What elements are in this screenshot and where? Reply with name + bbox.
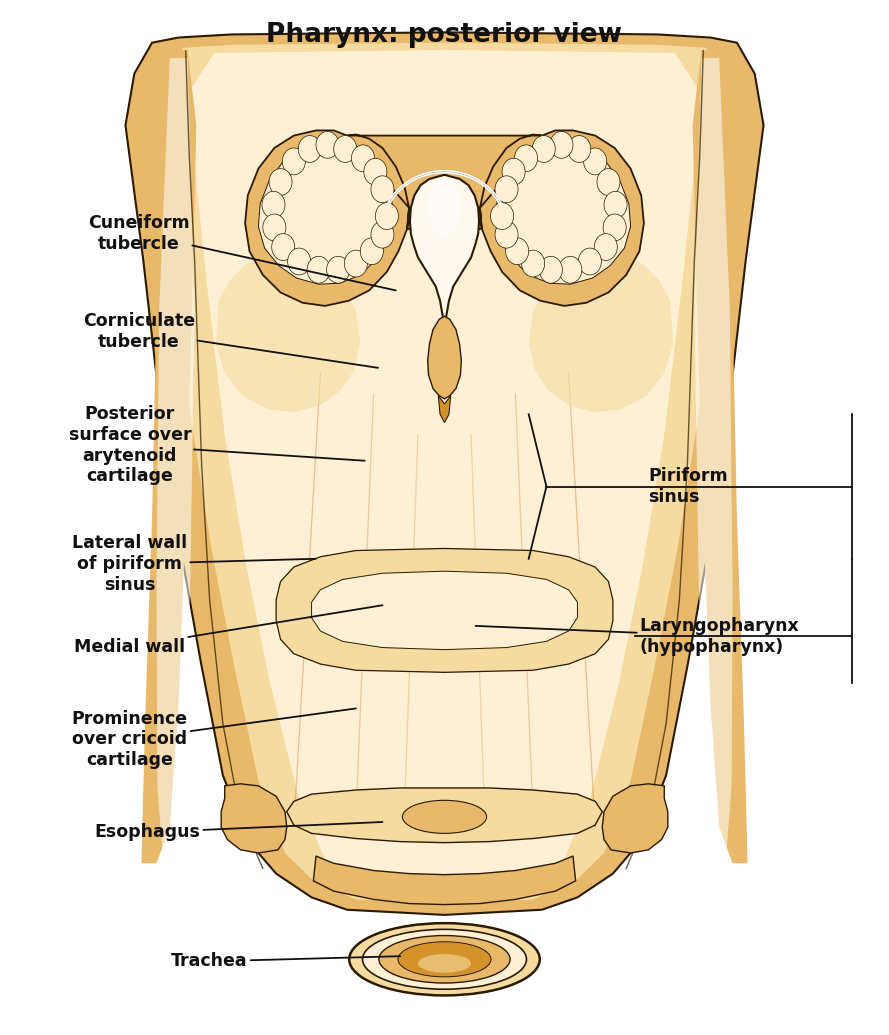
Ellipse shape <box>418 954 471 973</box>
Text: Trachea: Trachea <box>172 952 400 971</box>
Circle shape <box>491 203 514 230</box>
Circle shape <box>360 238 383 265</box>
Polygon shape <box>428 317 461 398</box>
Polygon shape <box>259 141 394 285</box>
Ellipse shape <box>379 936 510 983</box>
Text: Pharynx: posterior view: Pharynx: posterior view <box>267 22 622 48</box>
Polygon shape <box>313 856 576 905</box>
Circle shape <box>506 238 529 265</box>
Circle shape <box>272 234 295 261</box>
Circle shape <box>502 158 525 185</box>
Polygon shape <box>438 395 451 422</box>
Circle shape <box>283 148 305 175</box>
Circle shape <box>584 148 606 175</box>
Polygon shape <box>287 788 602 842</box>
Circle shape <box>540 257 563 284</box>
Text: Esophagus: Esophagus <box>94 822 382 841</box>
Polygon shape <box>245 130 644 306</box>
Circle shape <box>515 145 538 172</box>
Circle shape <box>579 248 601 275</box>
Ellipse shape <box>403 800 486 833</box>
Circle shape <box>326 257 349 284</box>
Ellipse shape <box>363 929 526 989</box>
Circle shape <box>364 158 387 185</box>
Circle shape <box>594 234 617 261</box>
Polygon shape <box>276 549 613 673</box>
Circle shape <box>307 257 330 284</box>
Circle shape <box>604 191 627 218</box>
Circle shape <box>375 203 398 230</box>
Circle shape <box>299 136 321 162</box>
Polygon shape <box>410 175 479 329</box>
Text: Medial wall: Medial wall <box>75 605 382 655</box>
Polygon shape <box>529 255 673 412</box>
Polygon shape <box>602 783 668 853</box>
Text: Corniculate
tubercle: Corniculate tubercle <box>83 313 378 367</box>
Circle shape <box>597 169 620 196</box>
Polygon shape <box>694 58 733 853</box>
Text: Laryngopharynx
(hypopharynx): Laryngopharynx (hypopharynx) <box>476 617 799 655</box>
Circle shape <box>495 176 518 203</box>
Circle shape <box>351 145 374 172</box>
Text: Posterior
surface over
arytenoid
cartilage: Posterior surface over arytenoid cartila… <box>68 405 364 485</box>
Circle shape <box>522 250 545 277</box>
Circle shape <box>568 136 590 162</box>
Circle shape <box>262 191 285 218</box>
Polygon shape <box>216 255 360 412</box>
Circle shape <box>371 176 394 203</box>
Circle shape <box>263 214 286 241</box>
Circle shape <box>495 221 518 248</box>
Polygon shape <box>428 179 461 237</box>
Circle shape <box>269 169 292 196</box>
Polygon shape <box>141 50 196 863</box>
Circle shape <box>603 214 626 241</box>
Circle shape <box>288 248 310 275</box>
Polygon shape <box>156 58 195 853</box>
Polygon shape <box>156 42 733 905</box>
Polygon shape <box>188 50 701 897</box>
Circle shape <box>559 257 582 284</box>
Ellipse shape <box>349 923 540 996</box>
Circle shape <box>533 136 556 162</box>
Circle shape <box>344 250 367 277</box>
Text: Lateral wall
of piriform
sinus: Lateral wall of piriform sinus <box>72 534 316 594</box>
Circle shape <box>371 221 394 248</box>
Polygon shape <box>693 50 748 863</box>
Circle shape <box>550 131 573 158</box>
Polygon shape <box>495 141 630 285</box>
Circle shape <box>333 136 356 162</box>
Polygon shape <box>125 32 764 915</box>
Text: Piriform
sinus: Piriform sinus <box>648 467 728 506</box>
Circle shape <box>316 131 339 158</box>
Ellipse shape <box>398 942 491 977</box>
Polygon shape <box>221 783 287 853</box>
Text: Cuneiform
tubercle: Cuneiform tubercle <box>88 214 396 291</box>
Polygon shape <box>311 571 578 650</box>
Text: Prominence
over cricoid
cartilage: Prominence over cricoid cartilage <box>72 709 356 769</box>
